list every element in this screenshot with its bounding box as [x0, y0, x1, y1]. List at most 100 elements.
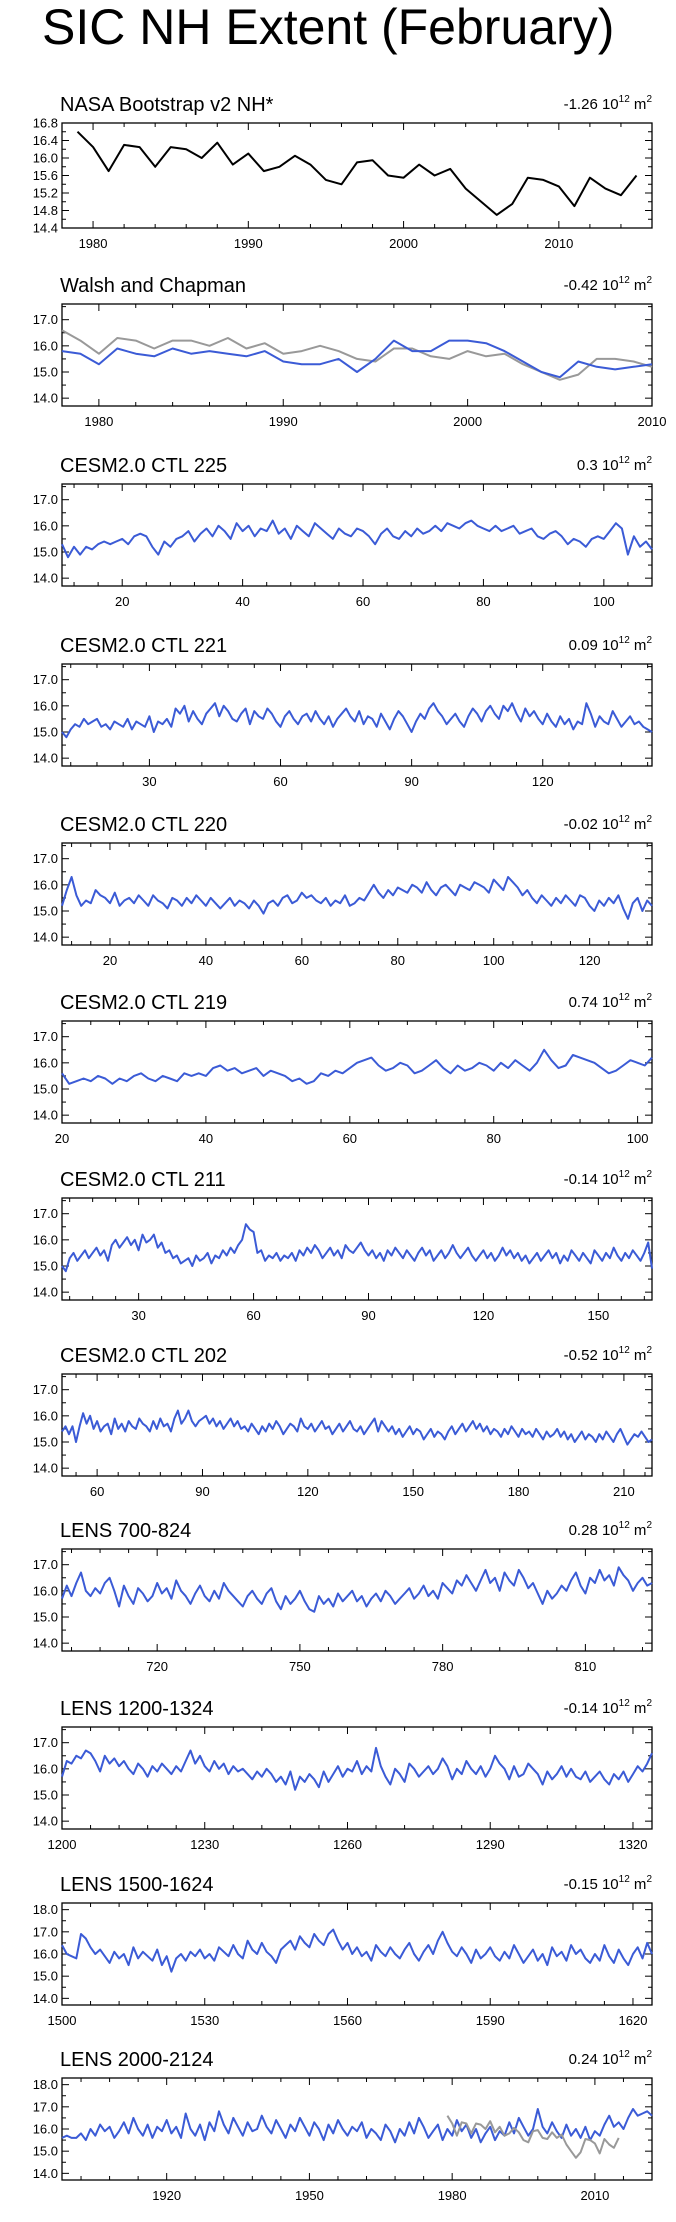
- panel-title: LENS 1200-1324: [60, 1698, 213, 1720]
- x-tick-label: 80: [486, 1131, 500, 1146]
- x-tick-label: 100: [627, 1131, 649, 1146]
- x-tick-label: 120: [297, 1484, 319, 1499]
- x-tick-label: 120: [473, 1308, 495, 1323]
- panel-title: CESM2.0 CTL 220: [60, 814, 227, 836]
- chart-panel: CESM2.0 CTL 221 0.09 1012 m2 14.0 15.0 16.0 1…: [33, 635, 653, 789]
- y-tick-label: 16.0: [33, 1761, 58, 1776]
- trend-unit: m: [630, 96, 647, 113]
- x-tick-label: 1230: [190, 1837, 219, 1852]
- trend-value: -0.02 10: [564, 816, 619, 833]
- series-line: [61, 876, 653, 920]
- trend-exponent: 12: [619, 1345, 631, 1356]
- trend-unit-exponent: 2: [646, 1345, 652, 1356]
- x-tick-label: 60: [343, 1131, 357, 1146]
- series-line: [446, 2115, 620, 2159]
- x-tick-label: 2010: [580, 2188, 609, 2203]
- trend-exponent: 12: [619, 1169, 631, 1180]
- y-tick-label: 15.0: [33, 365, 58, 380]
- x-tick-label: 1290: [476, 1837, 505, 1852]
- y-tick-label: 15.2: [33, 186, 58, 201]
- y-tick-label: 18.0: [33, 1902, 58, 1917]
- x-tick-label: 1980: [79, 236, 108, 251]
- trend-unit-exponent: 2: [646, 94, 652, 105]
- plot-frame: [61, 1373, 653, 1477]
- x-tick-label: 90: [361, 1308, 375, 1323]
- trend-label: -0.42 1012 m2: [564, 275, 653, 294]
- y-tick-label: 14.0: [33, 391, 58, 406]
- chart-panel: LENS 1200-1324 -0.14 1012 m2 14.0 15.0 16.0 1…: [33, 1698, 653, 1852]
- trend-label: 0.3 1012 m2: [577, 455, 653, 474]
- x-tick-label: 80: [476, 594, 490, 609]
- y-tick-label: 15.0: [33, 904, 58, 919]
- trend-exponent: 12: [619, 814, 631, 825]
- y-tick-label: 17.0: [33, 1029, 58, 1044]
- x-tick-label: 2010: [638, 414, 667, 429]
- x-tick-label: 1980: [84, 414, 113, 429]
- y-tick-label: 14.0: [33, 1991, 58, 2006]
- trend-unit-exponent: 2: [646, 2049, 652, 2060]
- y-tick-label: 15.0: [33, 2144, 58, 2159]
- chart-panel: LENS 2000-2124 0.24 1012 m2 14.0 15.0 16.0 17…: [33, 2049, 653, 2203]
- series-line: [61, 519, 653, 559]
- trend-value: -0.15 10: [564, 1876, 619, 1893]
- trend-unit-exponent: 2: [646, 992, 652, 1003]
- x-tick-label: 120: [579, 953, 601, 968]
- x-tick-label: 720: [146, 1659, 168, 1674]
- y-tick-label: 14.4: [33, 221, 58, 236]
- trend-label: 0.74 1012 m2: [569, 992, 653, 1011]
- y-tick-label: 16.8: [33, 116, 58, 131]
- series-line: [61, 1223, 653, 1273]
- trend-exponent: 12: [619, 94, 631, 105]
- y-tick-label: 14.0: [33, 751, 58, 766]
- y-tick-label: 17.0: [33, 312, 58, 327]
- y-tick-label: 17.0: [33, 1557, 58, 1572]
- y-tick-label: 17.0: [33, 492, 58, 507]
- x-tick-label: 810: [575, 1659, 597, 1674]
- x-tick-label: 1990: [234, 236, 263, 251]
- x-tick-label: 1320: [619, 1837, 648, 1852]
- trend-label: -1.26 1012 m2: [564, 94, 653, 113]
- y-tick-label: 16.0: [33, 151, 58, 166]
- x-tick-label: 60: [356, 594, 370, 609]
- plot-frame: [61, 122, 653, 229]
- x-tick-label: 90: [195, 1484, 209, 1499]
- chart-panel: Walsh and Chapman -0.42 1012 m2 14.0 15.0 16…: [33, 275, 667, 429]
- y-tick-label: 16.0: [33, 2122, 58, 2137]
- series-line: [61, 1048, 653, 1085]
- y-tick-label: 16.0: [33, 877, 58, 892]
- chart-panel: CESM2.0 CTL 220 -0.02 1012 m2 14.0 15.0 16.0…: [33, 814, 653, 968]
- chart-panel: NASA Bootstrap v2 NH* -1.26 1012 m2 14.4 14…: [33, 94, 653, 251]
- chart-panel: LENS 700-824 0.28 1012 m2 14.0 15.0 16.0 17.0…: [33, 1520, 653, 1674]
- x-tick-label: 2010: [544, 236, 573, 251]
- plot-frame: [61, 1197, 653, 1301]
- x-tick-label: 150: [402, 1484, 424, 1499]
- y-tick-label: 14.0: [33, 2166, 58, 2181]
- trend-unit: m: [630, 637, 647, 654]
- y-tick-label: 15.0: [33, 725, 58, 740]
- trend-unit-exponent: 2: [646, 1698, 652, 1709]
- y-tick-label: 14.0: [33, 1108, 58, 1123]
- trend-value: 0.28 10: [569, 1522, 619, 1539]
- trend-value: 0.09 10: [569, 637, 619, 654]
- y-tick-label: 14.0: [33, 1636, 58, 1651]
- trend-unit: m: [630, 816, 647, 833]
- series-line: [61, 339, 653, 379]
- trend-label: 0.09 1012 m2: [569, 635, 653, 654]
- x-tick-label: 80: [391, 953, 405, 968]
- figure-title: SIC NH Extent (February): [42, 0, 614, 55]
- y-tick-label: 16.0: [33, 698, 58, 713]
- y-tick-label: 14.0: [33, 930, 58, 945]
- x-tick-label: 1990: [269, 414, 298, 429]
- trend-label: -0.02 1012 m2: [564, 814, 653, 833]
- x-tick-label: 120: [532, 774, 554, 789]
- chart-panels: NASA Bootstrap v2 NH* -1.26 1012 m214.414…: [33, 94, 667, 2203]
- trend-unit-exponent: 2: [646, 455, 652, 466]
- x-tick-label: 20: [115, 594, 129, 609]
- series-line: [61, 702, 653, 739]
- panel-title: LENS 2000-2124: [60, 2049, 213, 2071]
- x-tick-label: 60: [295, 953, 309, 968]
- x-tick-label: 100: [483, 953, 505, 968]
- panel-title: CESM2.0 CTL 225: [60, 455, 227, 477]
- trend-unit: m: [630, 1522, 647, 1539]
